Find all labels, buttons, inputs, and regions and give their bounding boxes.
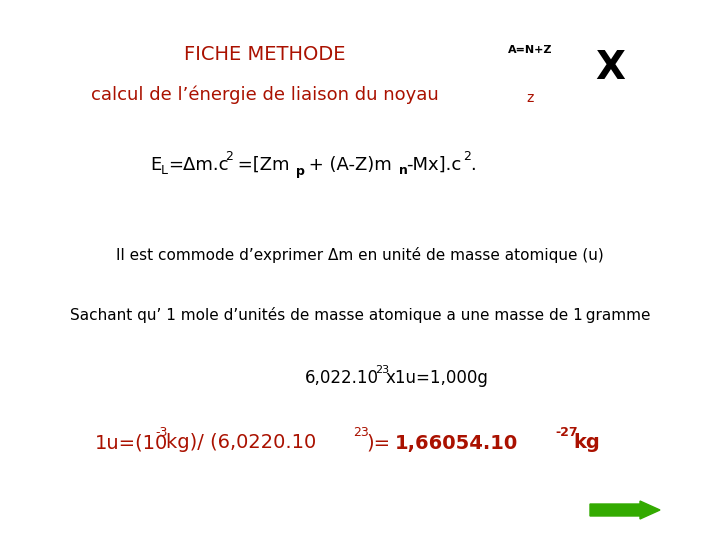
Text: FICHE METHODE: FICHE METHODE: [184, 45, 346, 64]
Text: )=: )=: [366, 434, 390, 453]
Text: z: z: [526, 91, 534, 105]
Text: 2: 2: [463, 151, 471, 164]
Text: 1u=(10: 1u=(10: [95, 434, 168, 453]
Text: kg)/ (6,0220.10: kg)/ (6,0220.10: [166, 434, 316, 453]
Text: -3: -3: [155, 427, 167, 440]
Text: =[Zm: =[Zm: [232, 156, 289, 174]
Text: Il est commode d’exprimer Δm en unité de masse atomique (u): Il est commode d’exprimer Δm en unité de…: [116, 247, 604, 263]
Text: 2: 2: [225, 151, 233, 164]
Text: 23: 23: [375, 365, 389, 375]
Text: calcul de l’énergie de liaison du noyau: calcul de l’énergie de liaison du noyau: [91, 86, 439, 104]
FancyArrow shape: [590, 501, 660, 519]
Text: -27: -27: [555, 427, 577, 440]
Text: A=N+Z: A=N+Z: [508, 45, 552, 55]
Text: L: L: [161, 165, 168, 178]
Text: n: n: [399, 165, 408, 178]
Text: p: p: [296, 165, 305, 178]
Text: =Δm.c: =Δm.c: [168, 156, 228, 174]
Text: Sachant qu’ 1 mole d’unités de masse atomique a une masse de 1 gramme: Sachant qu’ 1 mole d’unités de masse ato…: [70, 307, 650, 323]
Text: -Mx].c: -Mx].c: [406, 156, 462, 174]
Text: 6,022.10: 6,022.10: [305, 369, 379, 387]
Text: E: E: [150, 156, 161, 174]
Text: X: X: [595, 49, 625, 87]
Text: 23: 23: [353, 427, 369, 440]
Text: x1u=1,000g: x1u=1,000g: [386, 369, 489, 387]
Text: .: .: [470, 156, 476, 174]
Text: kg: kg: [573, 434, 600, 453]
Text: + (A-Z)m: + (A-Z)m: [303, 156, 392, 174]
Text: 1,66054.10: 1,66054.10: [395, 434, 518, 453]
